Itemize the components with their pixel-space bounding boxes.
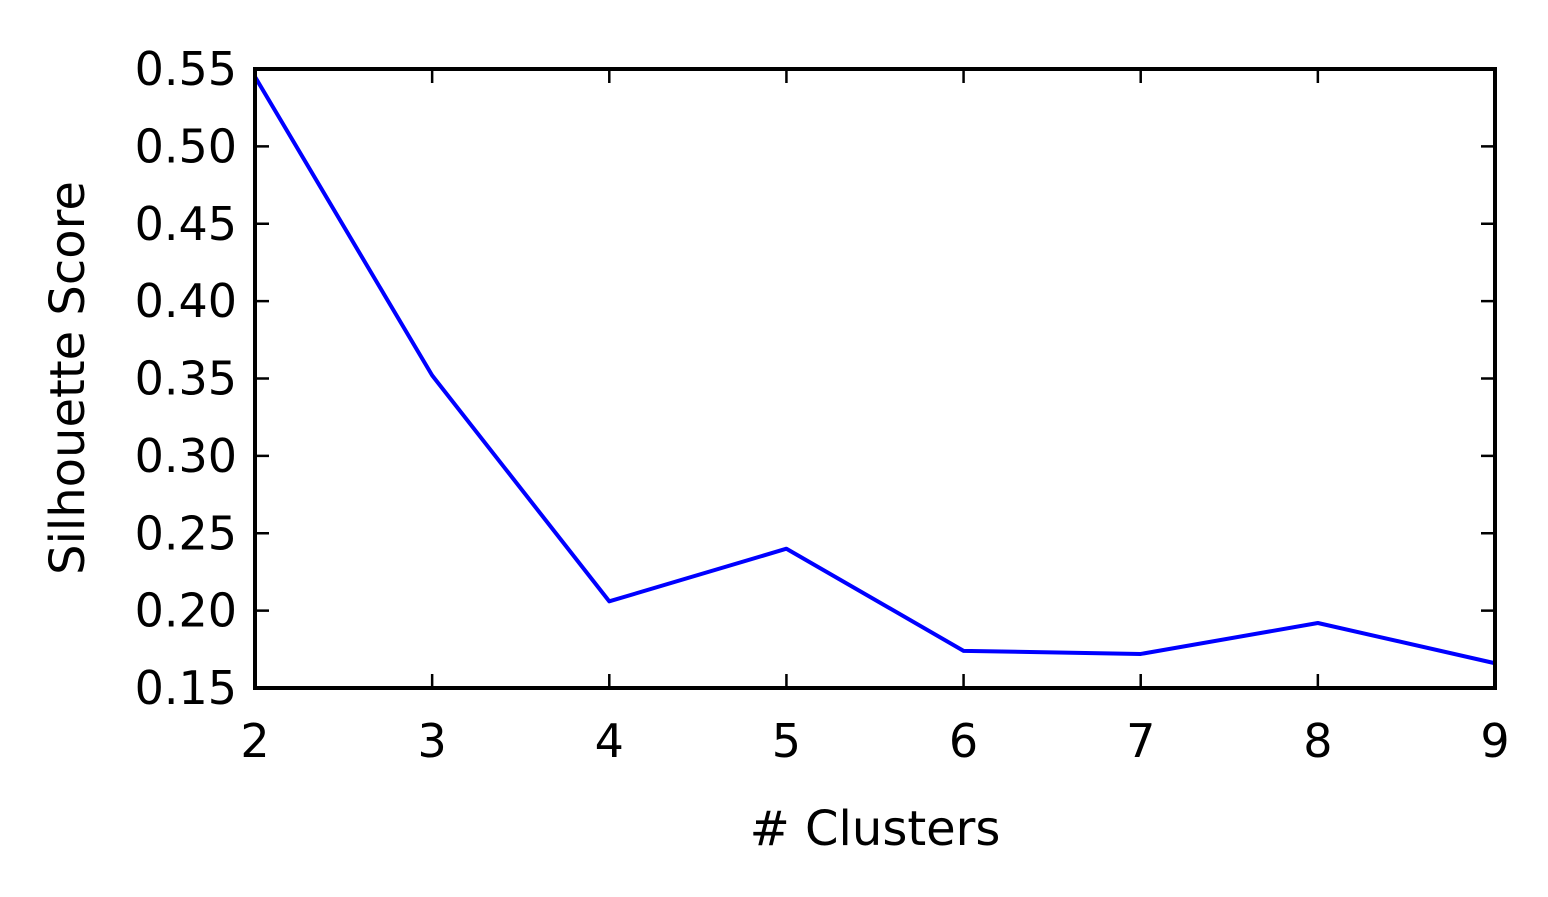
tick-marks — [253, 67, 1497, 690]
y-tick-label: 0.45 — [135, 197, 237, 251]
x-axis-label: # Clusters — [750, 801, 1001, 857]
x-tick-label: 5 — [772, 714, 801, 768]
x-tick-label: 9 — [1480, 714, 1509, 768]
series-layer — [253, 75, 1496, 666]
series-line-0 — [253, 75, 1496, 666]
y-tick-label: 0.50 — [135, 119, 237, 173]
x-tick-label: 3 — [418, 714, 447, 768]
y-tick-label: 0.15 — [135, 661, 237, 715]
y-tick-label: 0.20 — [135, 584, 237, 638]
y-tick-label: 0.40 — [135, 274, 237, 328]
y-tick-label: 0.25 — [135, 506, 237, 560]
x-tick-label: 8 — [1303, 714, 1332, 768]
y-tick-label: 0.30 — [135, 429, 237, 483]
y-axis-label: Silhouette Score — [40, 181, 96, 575]
y-tick-label: 0.35 — [135, 352, 237, 406]
x-tick-label: 2 — [240, 714, 269, 768]
y-tick-label: 0.55 — [135, 42, 237, 96]
plot-frame — [253, 67, 1497, 690]
x-tick-label: 6 — [949, 714, 978, 768]
x-tick-label: 7 — [1126, 714, 1155, 768]
tick-labels: 2 3 4 5 6 7 8 9 0.15 0.20 0.25 0.30 0.35 0.40 0.45 0.50… — [135, 42, 1510, 768]
x-tick-label: 4 — [595, 714, 624, 768]
